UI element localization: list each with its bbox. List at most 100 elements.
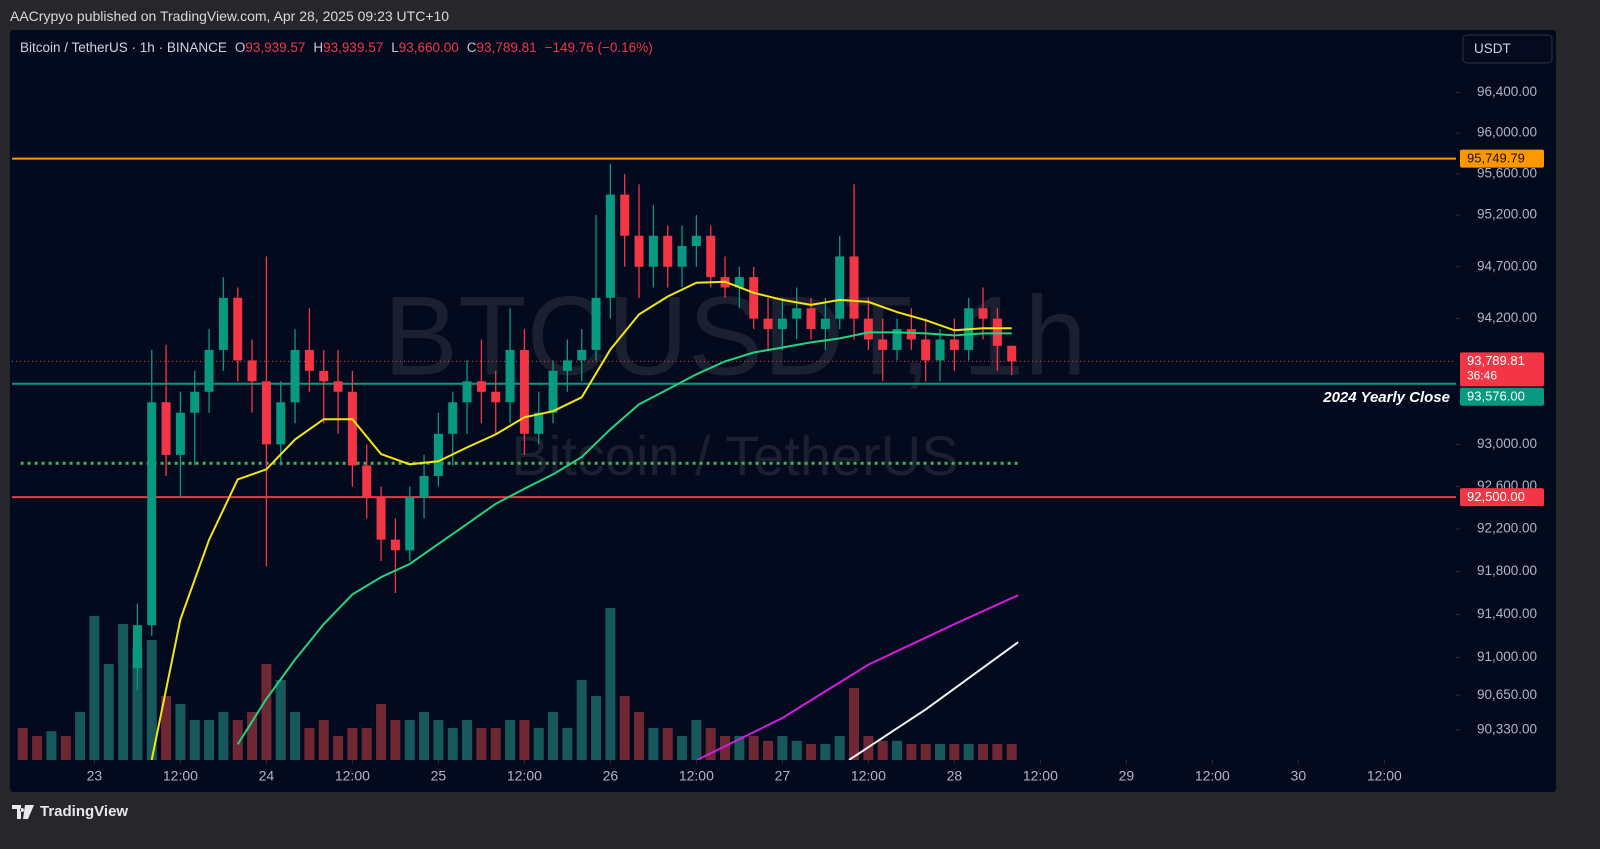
level-tag <box>1460 387 1544 406</box>
volume-bar <box>705 728 716 760</box>
candle-body <box>247 360 257 382</box>
watermark: BTCUSDT, 1h Bitcoin / TetherUS <box>383 274 1086 487</box>
volume-bar <box>175 704 186 760</box>
candle-body <box>505 349 515 403</box>
ohlc-value: 93,939.57 <box>245 40 306 55</box>
candle-body <box>892 329 902 350</box>
candle-body <box>863 318 873 340</box>
volume-bar <box>734 736 745 760</box>
volume-bar <box>605 608 616 760</box>
candle-body <box>978 308 988 319</box>
ohlc-key: O <box>234 40 246 55</box>
x-tick-label: 12:00 <box>507 768 542 784</box>
indicator-line <box>696 594 1019 760</box>
candle-body <box>648 235 658 267</box>
level-tag <box>1460 149 1544 168</box>
level-tag-label: 95,749.79 <box>1467 151 1525 166</box>
candle-body <box>534 412 544 434</box>
candle-body <box>562 360 572 371</box>
volume-bar <box>1006 744 1017 760</box>
volume-bar <box>118 624 129 760</box>
volume-bar <box>60 736 71 760</box>
candle-body <box>304 349 314 371</box>
volume-bar <box>777 736 788 760</box>
volume-bar <box>992 744 1003 760</box>
volume-bar <box>318 720 329 760</box>
volume-bar <box>490 728 501 760</box>
candle-body <box>419 476 429 498</box>
volume-bar <box>390 720 401 760</box>
volume-bar <box>232 720 243 760</box>
volume-bar <box>17 728 28 760</box>
candle-body <box>749 277 759 319</box>
candle-body <box>706 235 716 278</box>
countdown: 36:46 <box>1467 369 1497 383</box>
currency-button[interactable] <box>1462 34 1553 64</box>
ohlc-value: 93,660.00 <box>398 40 459 55</box>
volume-bar <box>519 720 530 760</box>
candle-body <box>792 308 802 319</box>
brand-name: TradingView <box>40 803 129 820</box>
candle-body <box>906 329 916 340</box>
volume-bar <box>447 728 458 760</box>
x-tick-label: 24 <box>259 768 275 784</box>
x-tick-label: 12:00 <box>1195 768 1230 784</box>
candle-body <box>620 194 630 236</box>
y-tick-label: 91,800.00 <box>1477 563 1537 578</box>
candle-body <box>591 297 601 350</box>
x-tick-label: 29 <box>1119 768 1135 784</box>
candle-body <box>233 297 243 361</box>
candle-body <box>161 402 171 455</box>
volume-bar <box>75 712 86 760</box>
candle-body <box>806 308 816 330</box>
x-tick-label: 12:00 <box>1367 768 1402 784</box>
candle-body <box>448 402 458 434</box>
volume-bar <box>462 720 473 760</box>
y-tick-label: 95,600.00 <box>1477 166 1537 181</box>
volume-bar <box>906 744 917 760</box>
x-tick-label: 12:00 <box>851 768 886 784</box>
volume-bar <box>32 736 43 760</box>
candle-body <box>405 497 415 551</box>
level-tag-label: 93,576.00 <box>1467 389 1525 404</box>
candle-body <box>376 497 386 540</box>
watermark-symbol: BTCUSDT, 1h <box>383 274 1086 399</box>
volume-bar <box>376 704 387 760</box>
candle-body <box>548 370 558 413</box>
volume-bar <box>662 728 673 760</box>
ohlc-value: 93,939.57 <box>323 40 384 55</box>
volume-bar <box>677 736 688 760</box>
publish-note: AACrypyo published on TradingView.com, A… <box>10 8 450 24</box>
candle-body <box>734 277 744 288</box>
y-tick-label: 96,000.00 <box>1477 125 1537 140</box>
candle-body <box>949 339 959 350</box>
candle-body <box>261 381 271 445</box>
candle-body <box>462 381 472 403</box>
indicator-line <box>150 280 1012 760</box>
candle-body <box>491 391 501 403</box>
volume-bar <box>691 720 702 760</box>
lines <box>150 280 1019 760</box>
ohlc-value: 93,789.81 <box>476 40 537 55</box>
volume-bar <box>978 744 989 760</box>
volume-bar <box>849 688 860 760</box>
volume-bar <box>720 736 731 760</box>
volume-bar <box>548 712 559 760</box>
price-tags: 95,749.79 93,576.00 92,500.00 93,789.8136:4… <box>1460 149 1544 507</box>
candle-body <box>519 349 529 434</box>
candle-body <box>763 318 773 330</box>
volume-bar <box>89 616 100 760</box>
x-tick-label: 30 <box>1291 768 1307 784</box>
x-tick-label: 12:00 <box>163 768 198 784</box>
candle-body <box>290 349 300 403</box>
candle-body <box>362 465 372 498</box>
currency-label[interactable]: USDT <box>1474 41 1511 56</box>
candle-body <box>663 235 673 267</box>
ohlc-key: H <box>313 40 324 55</box>
y-tick-label: 94,700.00 <box>1477 258 1537 273</box>
volume-bar <box>834 736 845 760</box>
candle-body <box>319 370 329 382</box>
y-tick-label: 92,200.00 <box>1477 521 1537 536</box>
